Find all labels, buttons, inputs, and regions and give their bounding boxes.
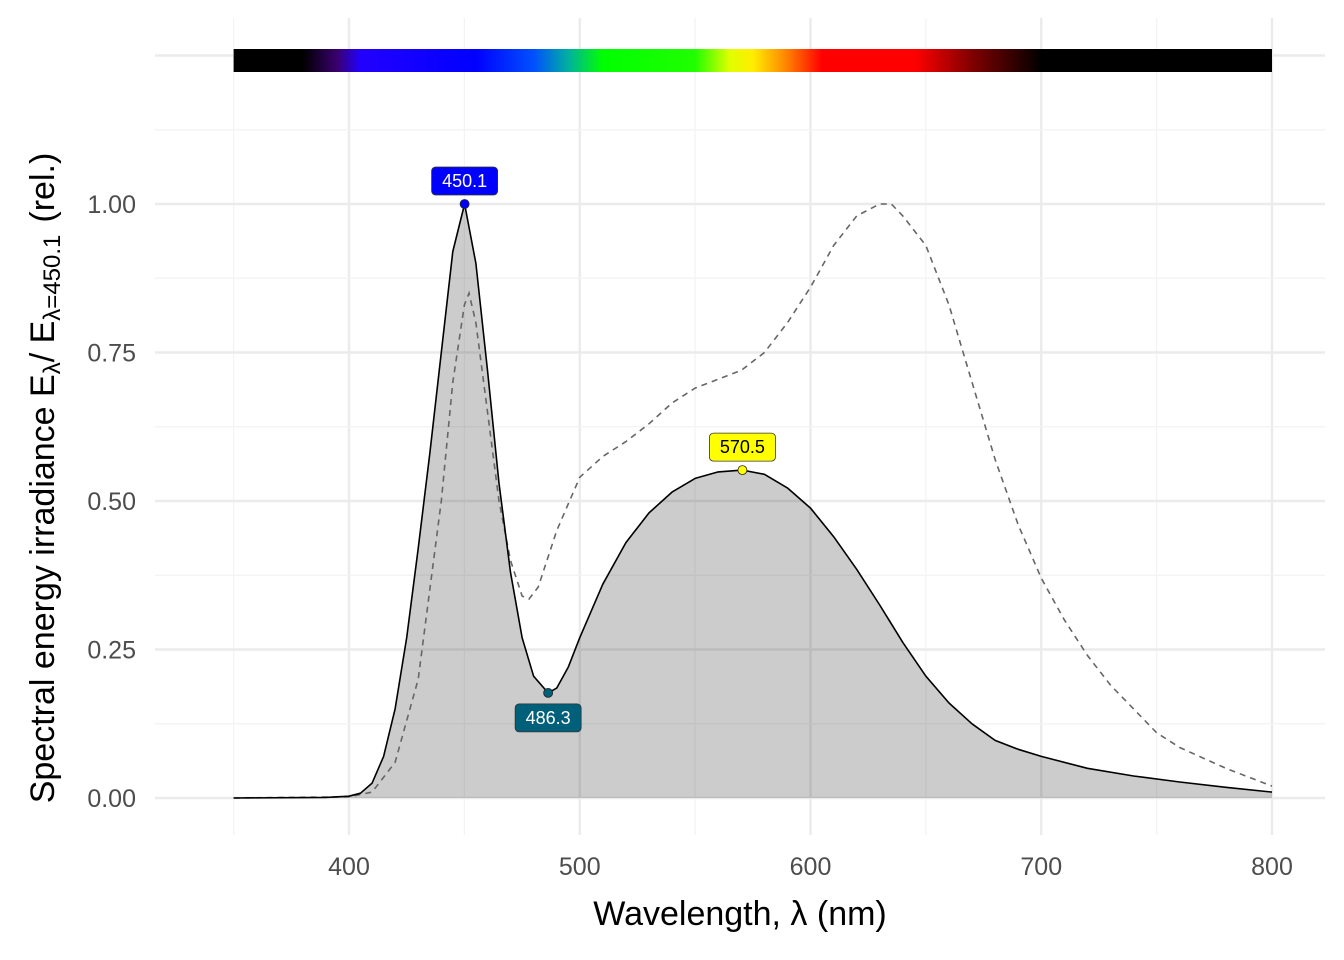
annotation-label: 450.1	[442, 171, 487, 191]
annotation-point	[459, 199, 470, 209]
peak-annotation: 570.5	[709, 432, 776, 476]
annotation-label-box	[431, 166, 499, 196]
spectrum-area-fill	[233, 204, 1273, 798]
x-tick-label: 700	[1020, 853, 1062, 881]
y-tick-label: 1.00	[87, 191, 136, 219]
annotation-label: 570.5	[720, 437, 765, 457]
peak-annotation: 486.3	[514, 687, 582, 733]
y-axis-title: Spectral energy irradiance Eλ/ Eλ=450.1(…	[24, 153, 66, 804]
x-tick-label: 800	[1251, 853, 1293, 881]
peak-annotation: 450.1	[431, 166, 499, 209]
y-tick-label: 0.00	[87, 785, 136, 813]
spectrum-line	[233, 203, 1273, 799]
grid	[155, 18, 1325, 835]
annotation-label-box	[514, 703, 582, 733]
annotation-point	[737, 465, 748, 476]
reference-dashed-line	[233, 203, 1273, 799]
x-tick-label: 400	[328, 853, 370, 881]
x-tick-label: 600	[790, 853, 832, 881]
y-tick-label: 0.25	[87, 637, 136, 665]
annotation-point	[543, 687, 554, 698]
peak-annotations: 450.1 486.3 570.5	[431, 166, 776, 733]
y-tick-label: 0.75	[87, 340, 136, 368]
x-axis-title: Wavelength, λ (nm)	[593, 895, 887, 933]
series	[233, 203, 1273, 799]
color-bar	[233, 49, 1272, 72]
x-axis-ticks: 400 500 600 700 800	[328, 853, 1293, 881]
y-tick-label: 0.50	[87, 488, 136, 516]
annotation-label: 486.3	[526, 708, 571, 728]
x-tick-label: 500	[559, 853, 601, 881]
annotation-label-box	[709, 432, 776, 462]
y-axis-ticks: 0.00 0.25 0.50 0.75 1.00	[87, 191, 136, 813]
